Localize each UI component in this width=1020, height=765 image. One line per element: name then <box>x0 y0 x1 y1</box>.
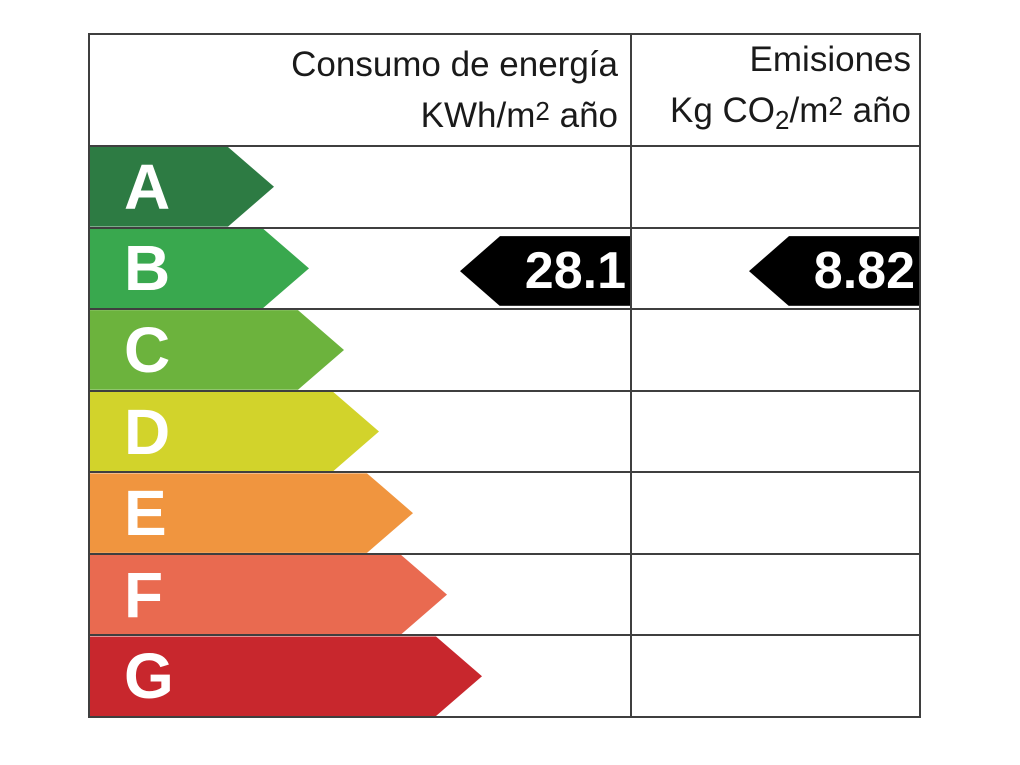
energy-header-line2: KWh/m2 año <box>420 96 618 135</box>
rating-row-b: B 28.1 8.82 <box>90 228 919 311</box>
emissions-cell-d <box>632 392 919 472</box>
energy-rating-label: Consumo de energía KWh/m2 año Emisiones … <box>88 33 921 718</box>
energy-cell-a: A <box>90 147 632 227</box>
rating-letter-e: E <box>124 477 168 550</box>
header-row: Consumo de energía KWh/m2 año Emisiones … <box>90 35 919 147</box>
emissions-value-indicator-arrow: 8.82 <box>749 236 919 307</box>
energy-value-indicator-arrow: 28.1 <box>460 236 630 307</box>
emissions-value: 8.82 <box>813 242 915 301</box>
rating-bar-f: F <box>90 555 447 635</box>
rating-bar-b: B <box>90 229 309 309</box>
rating-row-f: F <box>90 554 919 637</box>
rating-letter-c: C <box>124 313 172 386</box>
rating-letter-b: B <box>124 232 172 305</box>
rating-row-e: E <box>90 473 919 555</box>
rating-bar-e: E <box>90 473 413 553</box>
rating-bar-c: C <box>90 310 344 390</box>
superscript-2: 2 <box>535 96 550 126</box>
rating-letter-d: D <box>124 395 172 468</box>
subscript-2: 2 <box>775 105 790 135</box>
emissions-cell-e <box>632 473 919 553</box>
emissions-cell-a <box>632 147 919 227</box>
energy-cell-c: C <box>90 310 632 390</box>
energy-value: 28.1 <box>524 242 626 301</box>
energy-cell-d: D <box>90 391 632 472</box>
energy-cell-f: F <box>90 554 632 635</box>
energy-cell-g: G <box>90 636 632 717</box>
emissions-header-line1: Emisiones <box>749 40 911 79</box>
energy-cell-b: B 28.1 <box>90 228 632 309</box>
rating-bar-g: G <box>90 636 482 716</box>
emissions-header-line2: Kg CO2/m2 año <box>670 91 911 135</box>
emissions-column-header: Emisiones Kg CO2/m2 año <box>632 35 919 145</box>
rating-row-c: C <box>90 310 919 392</box>
superscript-2: 2 <box>828 91 843 121</box>
rating-bar-d: D <box>90 392 379 472</box>
rating-row-d: D <box>90 391 919 474</box>
rating-letter-a: A <box>124 150 172 223</box>
emissions-cell-f <box>632 555 919 635</box>
emissions-cell-b: 8.82 <box>632 229 919 309</box>
emissions-cell-g <box>632 636 919 716</box>
energy-header-line1: Consumo de energía <box>291 45 618 84</box>
rating-row-g: G <box>90 636 919 717</box>
rating-row-a: A <box>90 147 919 229</box>
energy-column-header: Consumo de energía KWh/m2 año <box>90 35 632 145</box>
rating-letter-g: G <box>124 640 175 713</box>
rating-letter-f: F <box>124 558 165 631</box>
rating-bar-a: A <box>90 147 274 227</box>
emissions-cell-c <box>632 310 919 390</box>
energy-cell-e: E <box>90 473 632 553</box>
